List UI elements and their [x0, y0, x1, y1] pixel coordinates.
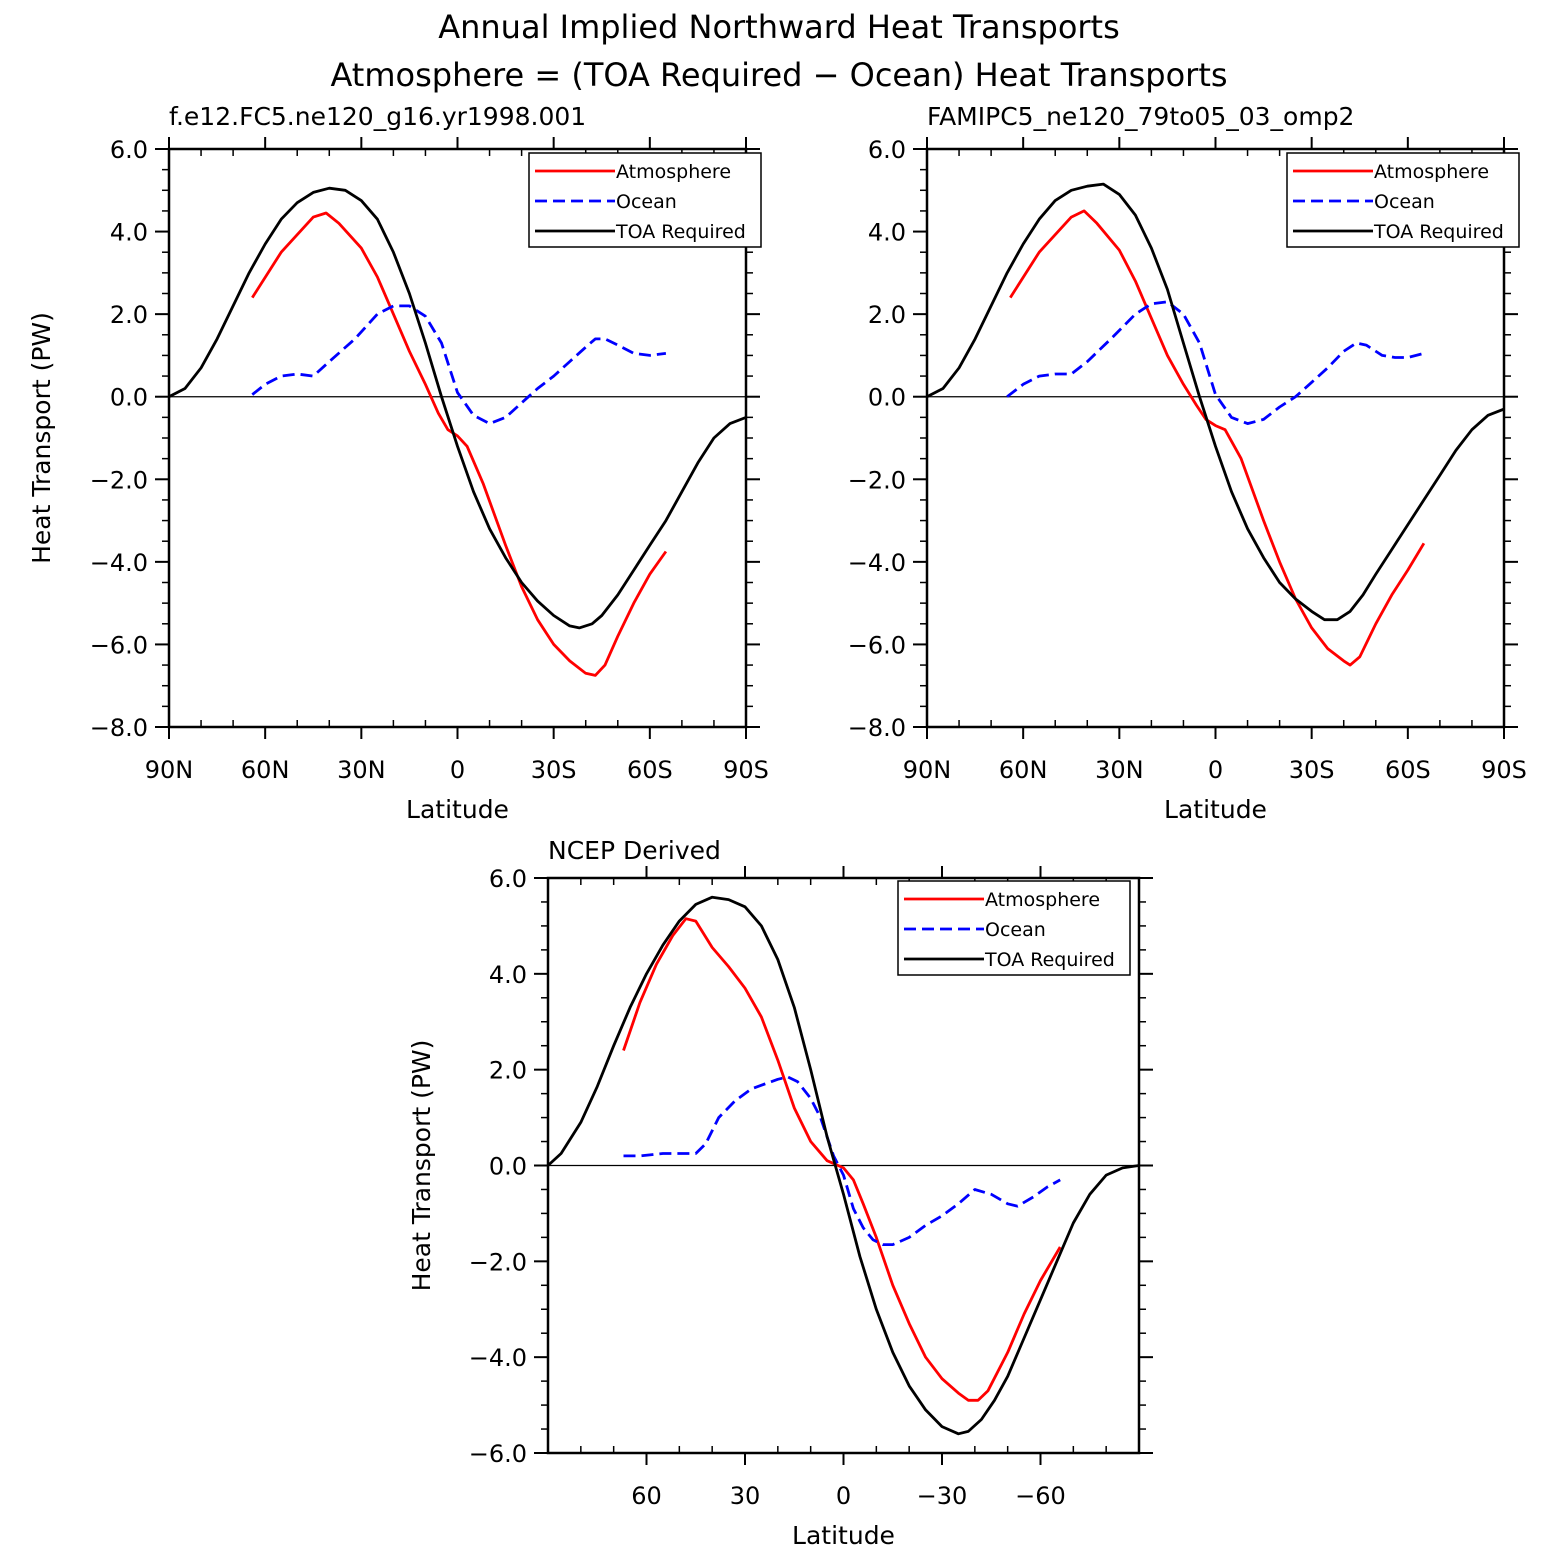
- x-tick-label: 30N: [337, 756, 386, 784]
- x-tick-label: 60N: [999, 756, 1048, 784]
- x-tick-label: 90S: [723, 756, 769, 784]
- x-tick-label: 0: [450, 756, 465, 784]
- y-tick-label: 6.0: [489, 865, 527, 893]
- series-line-toa-required: [169, 186, 746, 630]
- y-tick-label: −8.0: [848, 714, 906, 742]
- series-line-ocean: [623, 1075, 1061, 1246]
- x-tick-label: 0: [836, 1482, 851, 1510]
- y-tick-label: −6.0: [90, 631, 148, 659]
- y-tick-label: −8.0: [90, 714, 148, 742]
- x-axis-label: Latitude: [792, 1521, 895, 1550]
- y-tick-label: −4.0: [469, 1344, 527, 1372]
- x-tick-label: 90S: [1481, 756, 1527, 784]
- legend-label: TOA Required: [615, 221, 746, 243]
- y-tick-label: −6.0: [469, 1440, 527, 1468]
- series-line-atmosphere: [1009, 209, 1426, 667]
- panel-title: NCEP Derived: [548, 836, 721, 865]
- x-axis-label: Latitude: [406, 795, 509, 824]
- y-tick-label: −6.0: [848, 631, 906, 659]
- y-tick-label: 2.0: [489, 1057, 527, 1085]
- y-tick-label: 0.0: [489, 1153, 527, 1181]
- series-line-toa-required: [927, 182, 1504, 622]
- series-line-atmosphere: [251, 211, 668, 677]
- series-line-toa-required: [548, 895, 1139, 1436]
- figure-title-line2: Atmosphere = (TOA Required − Ocean) Heat…: [330, 56, 1227, 94]
- y-tick-label: −2.0: [90, 466, 148, 494]
- y-tick-label: 4.0: [489, 961, 527, 989]
- x-tick-label: 60S: [627, 756, 673, 784]
- x-tick-label: 60S: [1385, 756, 1431, 784]
- legend-label: TOA Required: [984, 949, 1115, 971]
- x-tick-label: 90N: [903, 756, 952, 784]
- y-tick-label: 2.0: [868, 301, 906, 329]
- y-tick-label: 4.0: [110, 219, 148, 247]
- x-tick-label: −30: [917, 1482, 968, 1510]
- x-tick-label: 60N: [241, 756, 290, 784]
- series-line-ocean: [251, 304, 667, 425]
- y-tick-label: −2.0: [469, 1248, 527, 1276]
- plot-frame: [546, 876, 1141, 1455]
- x-tick-label: 90N: [145, 756, 194, 784]
- x-tick-label: −60: [1015, 1482, 1066, 1510]
- legend-label: Atmosphere: [985, 889, 1100, 911]
- x-tick-label: 30S: [531, 756, 577, 784]
- chart-panel-model-a: f.e12.FC5.ne120_g16.yr1998.001 90N 60N 30N 0…: [27, 102, 769, 824]
- y-tick-label: −4.0: [848, 549, 906, 577]
- series-line-atmosphere: [622, 917, 1062, 1402]
- y-tick-label: 0.0: [110, 384, 148, 412]
- panel-title: f.e12.FC5.ne120_g16.yr1998.001: [169, 102, 586, 131]
- series-line-ocean: [1006, 300, 1425, 425]
- x-tick-label: 30: [730, 1482, 761, 1510]
- legend-label: Atmosphere: [1374, 161, 1489, 183]
- legend-label: TOA Required: [1373, 221, 1504, 243]
- x-tick-label: 30N: [1095, 756, 1144, 784]
- x-tick-label: 60: [631, 1482, 662, 1510]
- y-tick-label: 6.0: [110, 136, 148, 164]
- figure-title-line1: Annual Implied Northward Heat Transports: [438, 8, 1120, 46]
- legend-label: Atmosphere: [616, 161, 731, 183]
- chart-panel-model-b: FAMIPC5_ne120_79to05_03_omp2 90N 60N 30N 0 30…: [848, 102, 1527, 824]
- y-tick-label: 4.0: [868, 219, 906, 247]
- y-tick-label: 0.0: [868, 384, 906, 412]
- y-tick-label: 2.0: [110, 301, 148, 329]
- y-axis-label: Heat Transport (PW): [27, 312, 56, 564]
- legend: Atmosphere Ocean TOA Required: [528, 152, 762, 248]
- panel-title: FAMIPC5_ne120_79to05_03_omp2: [927, 102, 1354, 131]
- chart-panel-ncep: NCEP Derived 60 30 0 −30 −60 6.0 4.0 2.0 0.0 −2.0 −…: [407, 836, 1153, 1550]
- x-tick-label: 0: [1208, 756, 1223, 784]
- y-tick-label: −2.0: [848, 466, 906, 494]
- legend-label: Ocean: [616, 191, 677, 213]
- plot-frame: [167, 147, 748, 729]
- plot-frame: [925, 147, 1506, 729]
- y-tick-label: 6.0: [868, 136, 906, 164]
- legend: Atmosphere Ocean TOA Required: [897, 880, 1131, 976]
- legend-label: Ocean: [985, 919, 1046, 941]
- legend: Atmosphere Ocean TOA Required: [1286, 152, 1520, 248]
- x-axis-label: Latitude: [1164, 795, 1267, 824]
- y-axis-label: Heat Transport (PW): [407, 1040, 436, 1292]
- x-tick-label: 30S: [1289, 756, 1335, 784]
- legend-label: Ocean: [1374, 191, 1435, 213]
- y-tick-label: −4.0: [90, 549, 148, 577]
